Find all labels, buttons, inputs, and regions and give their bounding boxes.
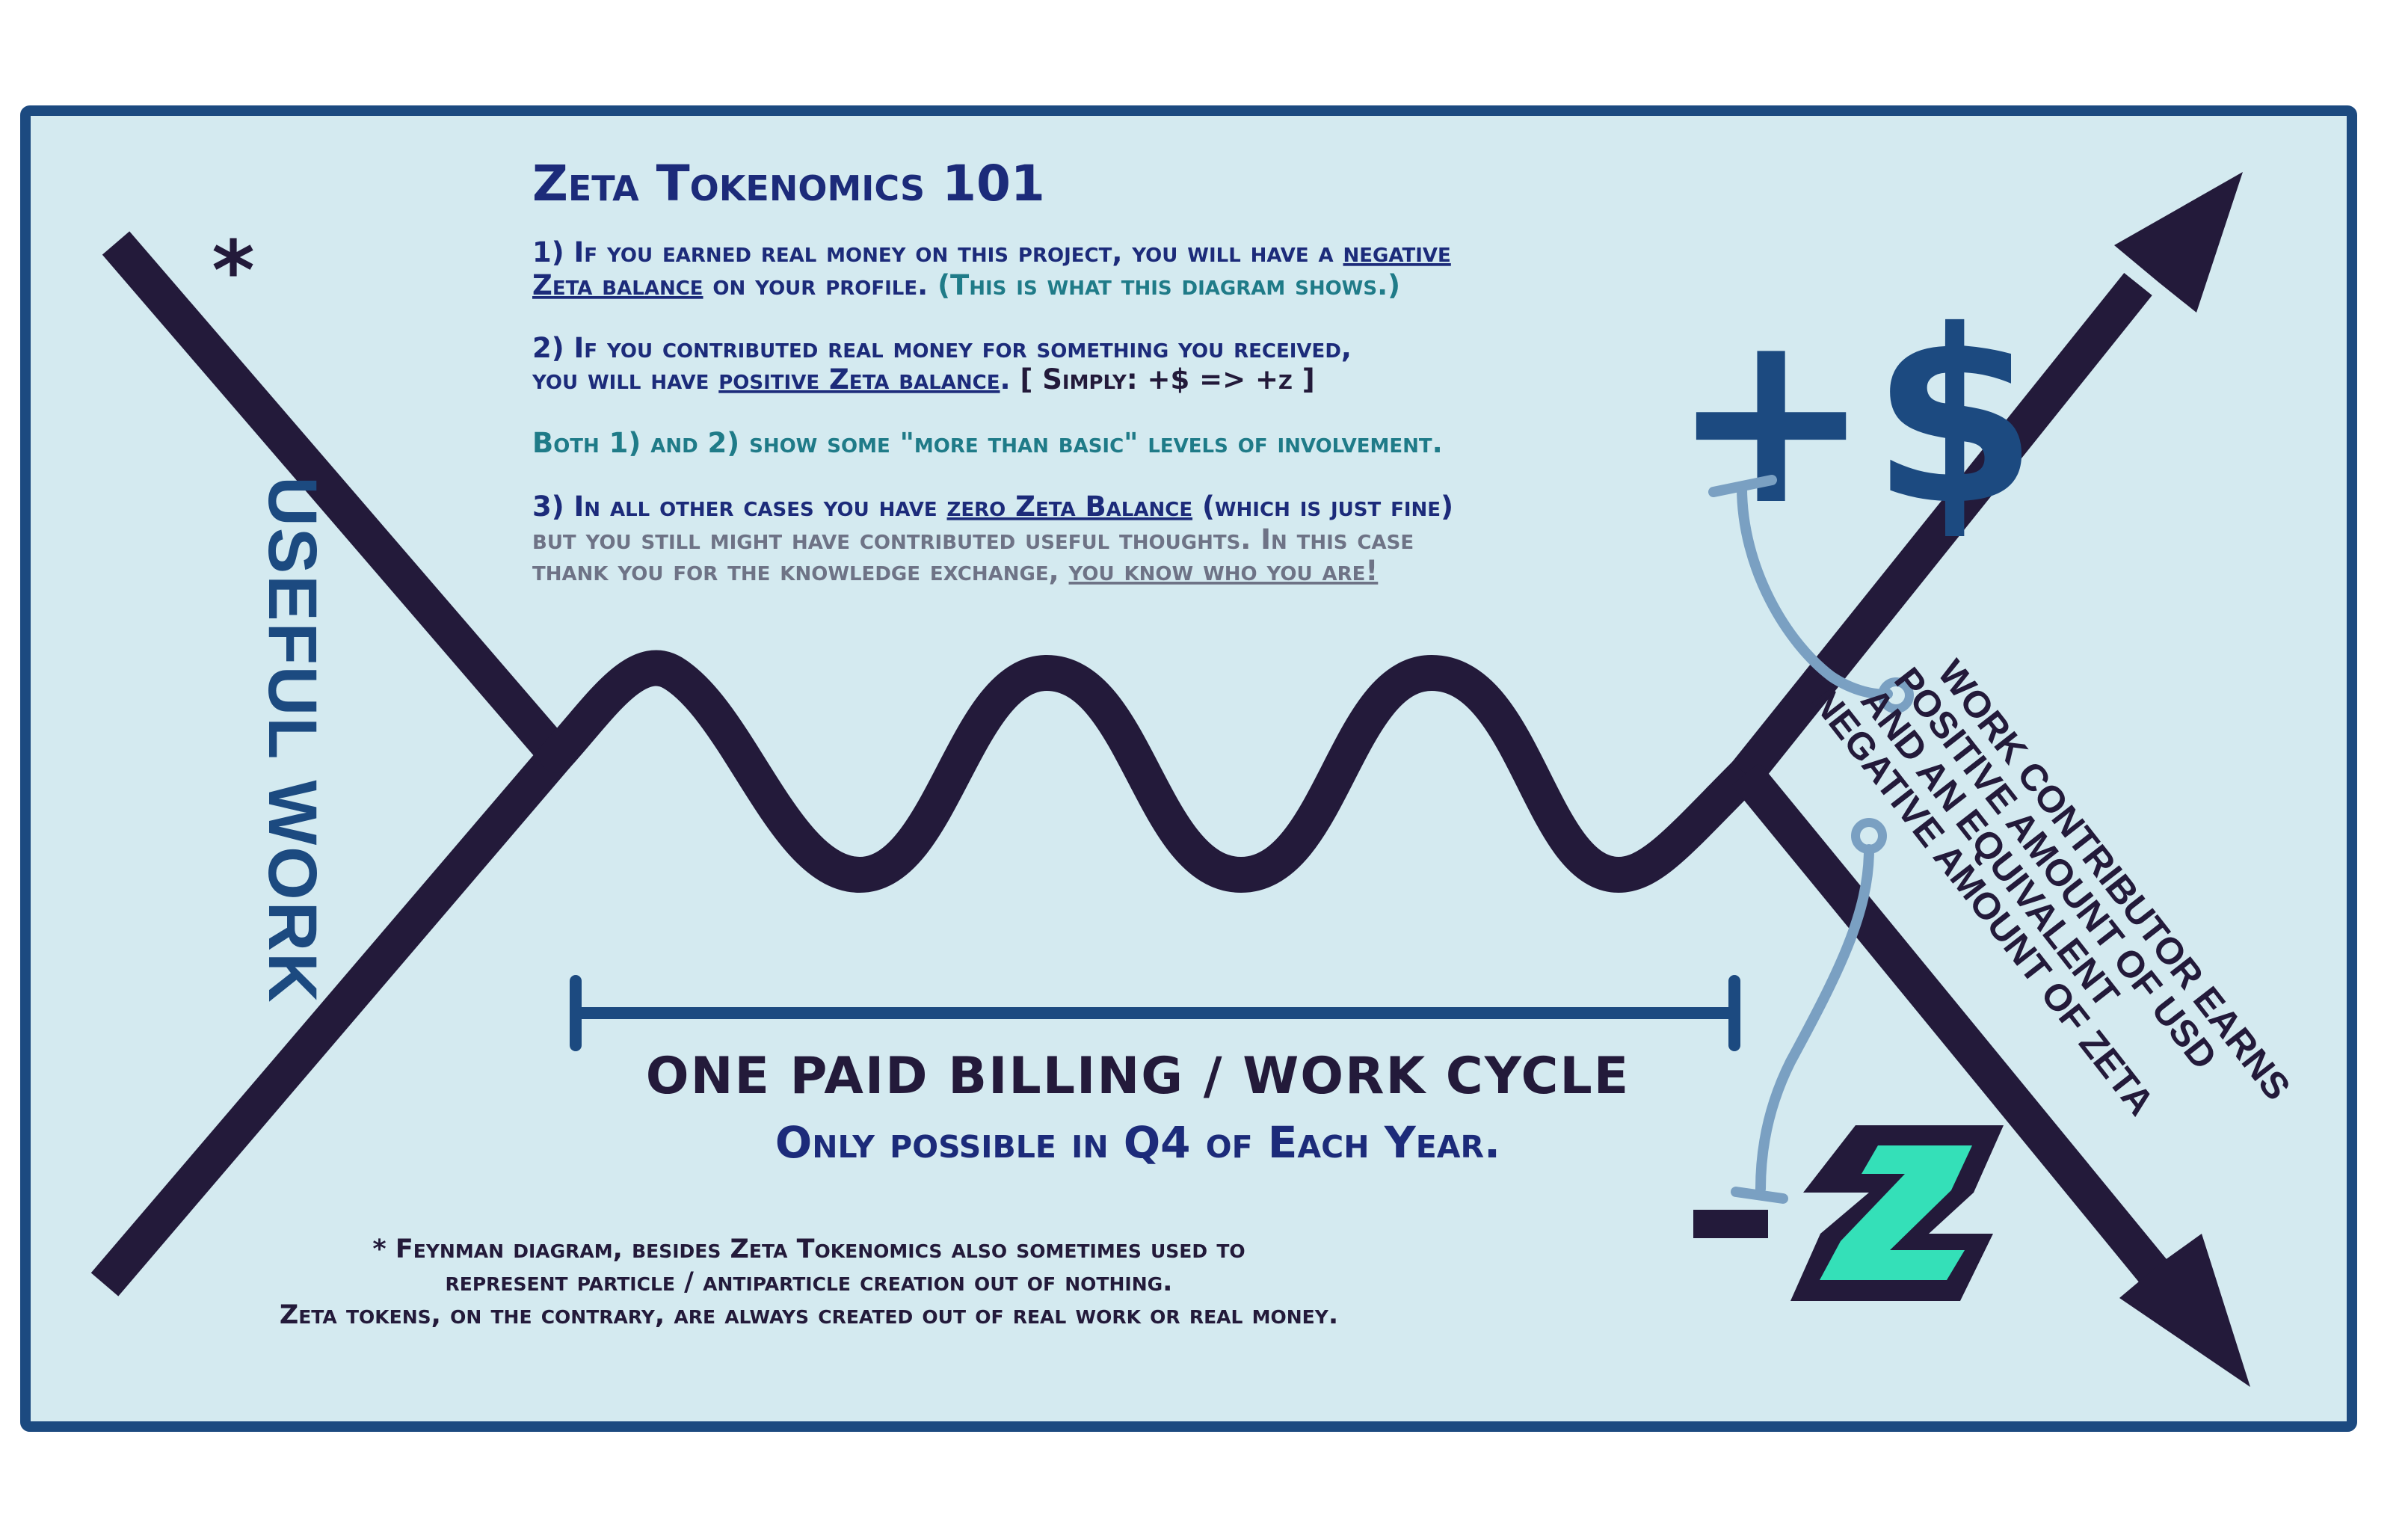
outgoing-line-up [1731,272,2152,786]
arrowhead-down [2119,1234,2250,1387]
cycle-label: ONE PAID BILLING / WORK CYCLE [646,1047,1630,1106]
useful-work-label: USEFUL WORK [254,476,330,1003]
minus-sign [1693,1210,1768,1238]
arrowhead-up [2114,172,2243,313]
both-line: Both 1) and 2) show some "more than basi… [532,427,1443,459]
incoming-line-top [102,231,571,767]
outgoing-line-down [1731,762,2167,1283]
feynman-lines [90,231,2167,1296]
cycle-span-bar [570,975,1740,1051]
annotation-connectors [1708,475,1914,1204]
point3-line3: thank you for the knowledge exchange, yo… [532,555,1378,587]
page-title: Zeta Tokenomics 101 [532,155,1045,212]
point1-line1: 1) If you earned real money on this proj… [532,236,1451,268]
footnote-line-2: represent particle / antiparticle creati… [446,1267,1173,1297]
wave-propagator [539,650,1764,893]
point3-line2: but you still might have contributed use… [532,523,1414,556]
point2-line2: you will have positive Zeta balance. [ S… [532,363,1315,396]
plus-dollar-symbol: +$ [1671,280,2038,558]
asterisk-mark: * [212,223,255,319]
point3-line1: 3) In all other cases you have zero Zeta… [532,490,1453,523]
point1-line2: Zeta balance on your profile. (This is w… [532,269,1400,301]
footnote-line-3: Zeta tokens, on the contrary, are always… [280,1300,1338,1330]
footnote-line-1: * Feynman diagram, besides Zeta Tokenomi… [372,1234,1245,1264]
link-negative: negative [1343,236,1451,268]
zeta-logo-icon [1790,1125,2004,1301]
point2-line1: 2) If you contributed real money for som… [532,332,1352,364]
incoming-line-bottom [90,743,571,1296]
cycle-sublabel: Only possible in Q4 of Each Year. [775,1117,1500,1168]
